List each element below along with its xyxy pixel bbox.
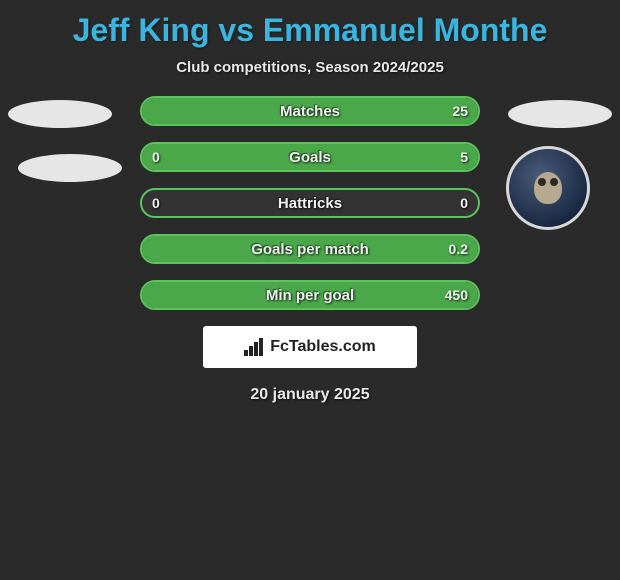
brand-text: FcTables.com bbox=[270, 338, 376, 356]
player-right-avatar-placeholder bbox=[508, 100, 612, 128]
stat-value-right: 450 bbox=[445, 287, 468, 303]
stat-label: Goals per match bbox=[251, 241, 369, 258]
stat-value-left: 0 bbox=[152, 195, 160, 211]
stat-row-matches: Matches 25 bbox=[140, 96, 480, 126]
snapshot-date: 20 january 2025 bbox=[0, 386, 620, 404]
brand-badge: FcTables.com bbox=[203, 326, 417, 368]
stat-row-hattricks: 0 Hattricks 0 bbox=[140, 188, 480, 218]
stat-value-left: 0 bbox=[152, 149, 160, 165]
stat-label: Goals bbox=[289, 149, 331, 166]
stat-row-goals-per-match: Goals per match 0.2 bbox=[140, 234, 480, 264]
club-badge-right bbox=[506, 146, 590, 230]
stat-value-right: 5 bbox=[460, 149, 468, 165]
bar-chart-icon bbox=[244, 338, 266, 356]
stat-label: Min per goal bbox=[266, 287, 354, 304]
stat-bars: Matches 25 0 Goals 5 0 Hattricks 0 Goals… bbox=[140, 96, 480, 310]
owl-icon bbox=[528, 168, 568, 208]
stat-value-right: 0 bbox=[460, 195, 468, 211]
stat-row-min-per-goal: Min per goal 450 bbox=[140, 280, 480, 310]
player-left-avatar-placeholder-1 bbox=[8, 100, 112, 128]
subtitle: Club competitions, Season 2024/2025 bbox=[0, 59, 620, 76]
stat-label: Hattricks bbox=[278, 195, 342, 212]
stat-label: Matches bbox=[280, 103, 340, 120]
stat-value-right: 25 bbox=[452, 103, 468, 119]
stat-value-right: 0.2 bbox=[449, 241, 468, 257]
page-title: Jeff King vs Emmanuel Monthe bbox=[0, 0, 620, 49]
stat-row-goals: 0 Goals 5 bbox=[140, 142, 480, 172]
comparison-chart: Matches 25 0 Goals 5 0 Hattricks 0 Goals… bbox=[0, 96, 620, 404]
player-left-avatar-placeholder-2 bbox=[18, 154, 122, 182]
